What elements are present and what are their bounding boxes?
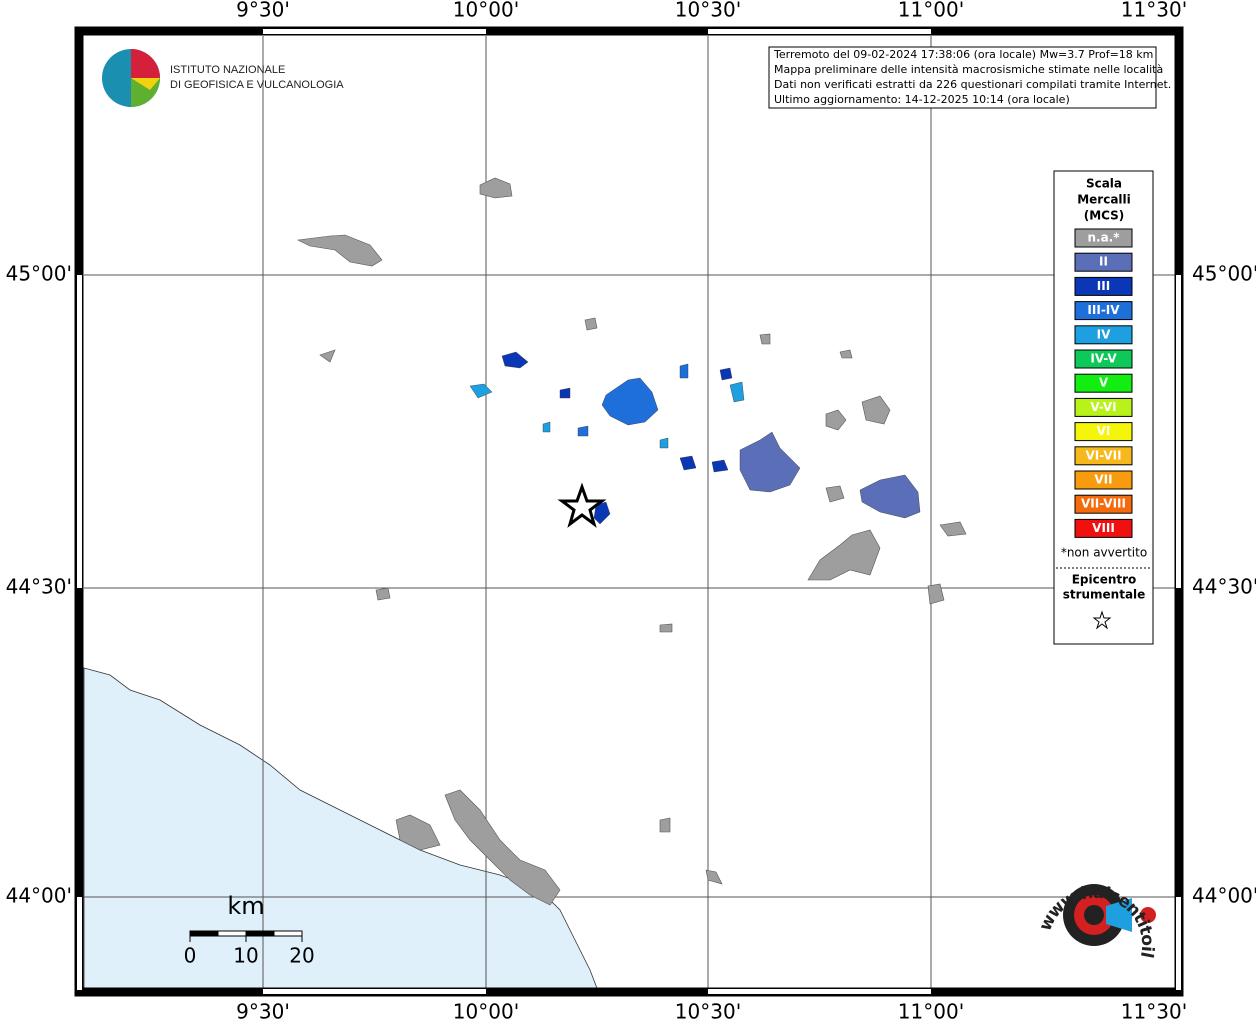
legend-label: n.a.* [1087,231,1120,245]
lat-label: 44°30' [1192,575,1256,599]
info-line: Mappa preliminare delle intensità macros… [774,63,1163,76]
legend-label: III [1097,279,1110,293]
towns [296,177,967,906]
lat-label: 45°00' [1192,262,1256,286]
lon-label: 11°00' [898,0,964,22]
lon-label: 11°30' [1121,0,1187,22]
legend-swatch [1074,397,1133,417]
scale-segment [217,930,247,937]
legend-swatch [1074,518,1133,538]
legend-swatch [1074,373,1133,393]
legend-label: VI [1097,424,1111,438]
scale-segment [189,930,219,937]
legend-label: IV [1097,327,1111,341]
info-line: Terremoto del 09-02-2024 17:38:06 (ora l… [773,48,1153,61]
ingv-logo: ISTITUTO NAZIONALE DI GEOFISICA E VULCAN… [102,49,344,107]
lon-label: 11°30' [1121,1000,1187,1024]
legend-epicenter: Epicentro [1072,573,1137,587]
info-line: Dati non verificati estratti da 226 ques… [774,78,1171,91]
lon-label: 10°00' [453,0,519,22]
logo-text: ISTITUTO NAZIONALE [170,64,285,76]
legend-label: III-IV [1087,303,1120,317]
epicenter-star [557,482,607,528]
lon-label: 9°30' [236,1000,290,1024]
lon-label: 10°30' [675,1000,741,1024]
legend-label: VI-VII [1085,448,1121,462]
scale-label: 20 [289,944,314,968]
legend-label: VII [1094,473,1112,487]
lat-label: 44°30' [6,575,72,599]
legend-swatch [1074,301,1133,321]
legend-swatch [1074,349,1133,369]
legend-label: V [1099,376,1109,390]
legend-title: (MCS) [1084,209,1125,223]
legend-epicenter: strumentale [1063,588,1146,602]
legend-swatch [1074,494,1133,514]
lon-label: 10°30' [675,0,741,22]
logo-text: DI GEOFISICA E VULCANOLOGIA [170,79,344,91]
frame [74,26,1184,997]
felt-towns [469,351,921,525]
lat-label: 45°00' [6,262,72,286]
legend-swatch [1074,422,1133,442]
legend-note: *non avvertito [1061,546,1147,560]
lon-label: 9°30' [236,0,290,22]
scale-label: 0 [184,944,197,968]
info-line: Ultimo aggiornamento: 14-12-2025 10:14 (… [774,93,1070,106]
legend-label: IV-V [1090,352,1117,366]
legend-swatch [1074,470,1133,490]
scale-segment [245,930,275,937]
legend-star [1092,610,1112,630]
legend-label: V-VI [1090,400,1116,414]
lon-label: 11°00' [898,1000,964,1024]
scale-segment [273,930,303,937]
legend-swatch [1074,228,1133,248]
scale-label: 10 [233,944,258,968]
lat-label: 44°00' [1192,884,1256,908]
legend-label: II [1099,255,1108,269]
lon-label: 10°00' [453,1000,519,1024]
legend-swatch [1074,446,1133,466]
legend-swatch [1074,252,1133,272]
legend-title: Scala [1086,177,1122,191]
legend-swatch [1074,325,1133,345]
scale-unit: km [227,892,264,920]
legend-label: VII-VIII [1081,497,1126,511]
info-box [768,46,1157,109]
legend-label: VIII [1092,521,1115,535]
lat-label: 44°00' [6,884,72,908]
legend-swatch [1074,276,1133,296]
legend-title: Mercalli [1077,193,1131,207]
